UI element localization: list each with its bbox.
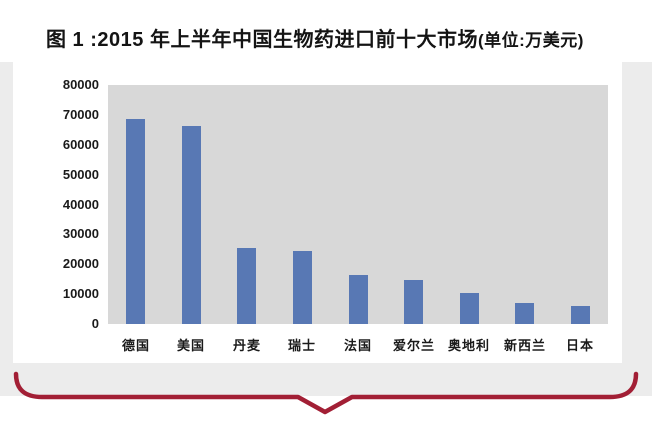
bar-德国: [126, 119, 145, 324]
x-tick-label-新西兰: 新西兰: [503, 338, 546, 353]
bar-爱尔兰: [404, 280, 423, 324]
x-tick-label-瑞士: 瑞士: [287, 338, 316, 353]
curly-brace-icon: [13, 371, 639, 415]
x-tick-label-丹麦: 丹麦: [232, 338, 261, 353]
y-tick-label-70000: 70000: [62, 107, 99, 122]
bar-瑞士: [293, 251, 312, 324]
bar-美国: [182, 126, 201, 324]
x-tick-label-法国: 法国: [343, 338, 372, 353]
y-tick-label-50000: 50000: [62, 167, 99, 182]
bar-奥地利: [460, 293, 479, 324]
bar-丹麦: [237, 248, 256, 324]
figure-title-text: 图 1 :2015 年上半年中国生物药进口前十大市场: [46, 29, 478, 51]
y-tick-label-20000: 20000: [62, 256, 99, 271]
y-tick-label-30000: 30000: [62, 226, 99, 241]
x-tick-label-日本: 日本: [565, 338, 594, 353]
bar-日本: [571, 306, 590, 324]
x-tick-label-美国: 美国: [176, 338, 205, 353]
y-tick-label-0: 0: [91, 316, 99, 331]
y-tick-label-10000: 10000: [62, 286, 99, 301]
figure-title: 图 1 :2015 年上半年中国生物药进口前十大市场(单位:万美元): [46, 27, 584, 54]
bar-新西兰: [515, 303, 534, 324]
x-tick-label-奥地利: 奥地利: [447, 338, 490, 353]
x-tick-label-德国: 德国: [121, 338, 150, 353]
bar-法国: [349, 275, 368, 324]
plot-area: [108, 85, 608, 324]
x-tick-label-爱尔兰: 爱尔兰: [392, 338, 435, 353]
figure-title-unit: (单位:万美元): [477, 31, 584, 50]
chart-panel: 德国 美国 丹麦 瑞士 法国 爱尔兰 奥地利 新西兰 日本 0 10000 20000 30000 400…: [13, 62, 622, 363]
y-tick-label-80000: 80000: [62, 77, 99, 92]
y-tick-label-60000: 60000: [62, 137, 99, 152]
y-tick-label-40000: 40000: [62, 197, 99, 212]
